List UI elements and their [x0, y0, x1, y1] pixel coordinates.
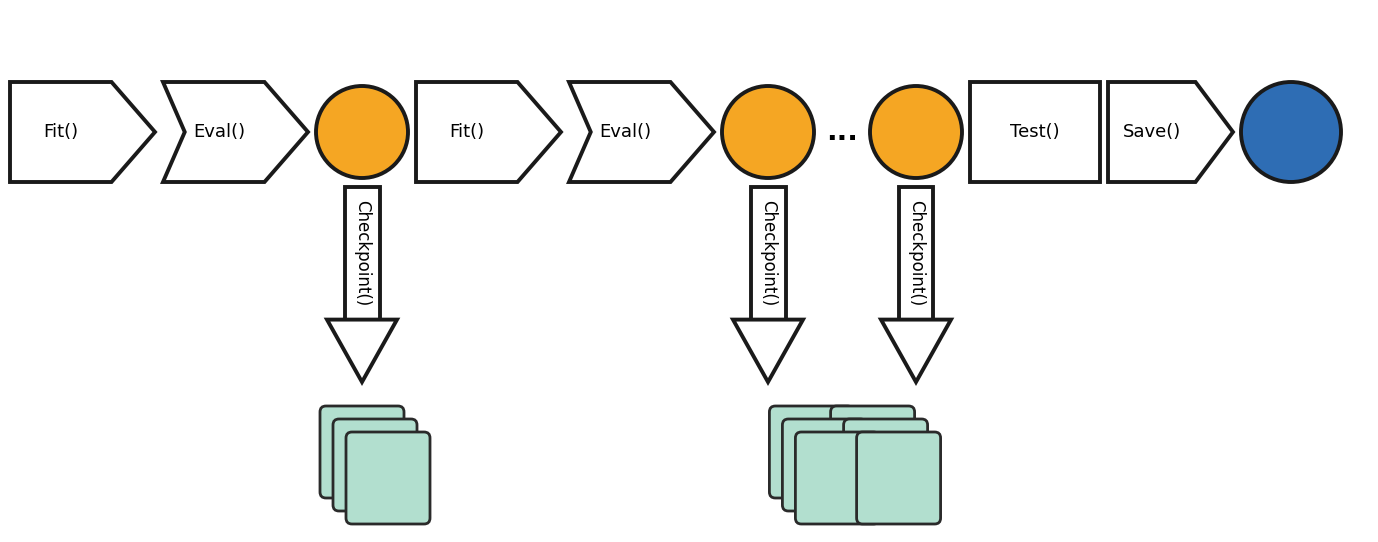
Circle shape	[1242, 82, 1341, 182]
Text: Checkpoint(): Checkpoint()	[759, 200, 777, 306]
FancyBboxPatch shape	[783, 419, 867, 511]
Polygon shape	[881, 320, 951, 382]
FancyBboxPatch shape	[795, 432, 879, 524]
Polygon shape	[344, 187, 379, 320]
Text: Fit(): Fit()	[449, 123, 484, 141]
Polygon shape	[970, 82, 1100, 182]
Polygon shape	[1108, 82, 1233, 182]
FancyBboxPatch shape	[333, 419, 418, 511]
Polygon shape	[898, 187, 933, 320]
Text: Test(): Test()	[1010, 123, 1060, 141]
Text: ...: ...	[825, 118, 858, 146]
Polygon shape	[751, 187, 785, 320]
Text: Fit(): Fit()	[43, 123, 79, 141]
Polygon shape	[733, 320, 803, 382]
Text: Checkpoint(): Checkpoint()	[907, 200, 925, 306]
FancyBboxPatch shape	[857, 432, 941, 524]
Circle shape	[722, 86, 814, 178]
FancyBboxPatch shape	[831, 406, 915, 498]
FancyBboxPatch shape	[320, 406, 404, 498]
Polygon shape	[416, 82, 561, 182]
FancyBboxPatch shape	[769, 406, 853, 498]
FancyBboxPatch shape	[346, 432, 430, 524]
Text: Checkpoint(): Checkpoint()	[353, 200, 371, 306]
FancyBboxPatch shape	[843, 419, 927, 511]
Polygon shape	[163, 82, 309, 182]
Polygon shape	[327, 320, 397, 382]
Text: Eval(): Eval()	[599, 123, 652, 141]
Circle shape	[316, 86, 408, 178]
Circle shape	[870, 86, 962, 178]
Polygon shape	[569, 82, 714, 182]
Text: Eval(): Eval()	[193, 123, 245, 141]
Polygon shape	[10, 82, 154, 182]
Text: Save(): Save()	[1123, 123, 1181, 141]
